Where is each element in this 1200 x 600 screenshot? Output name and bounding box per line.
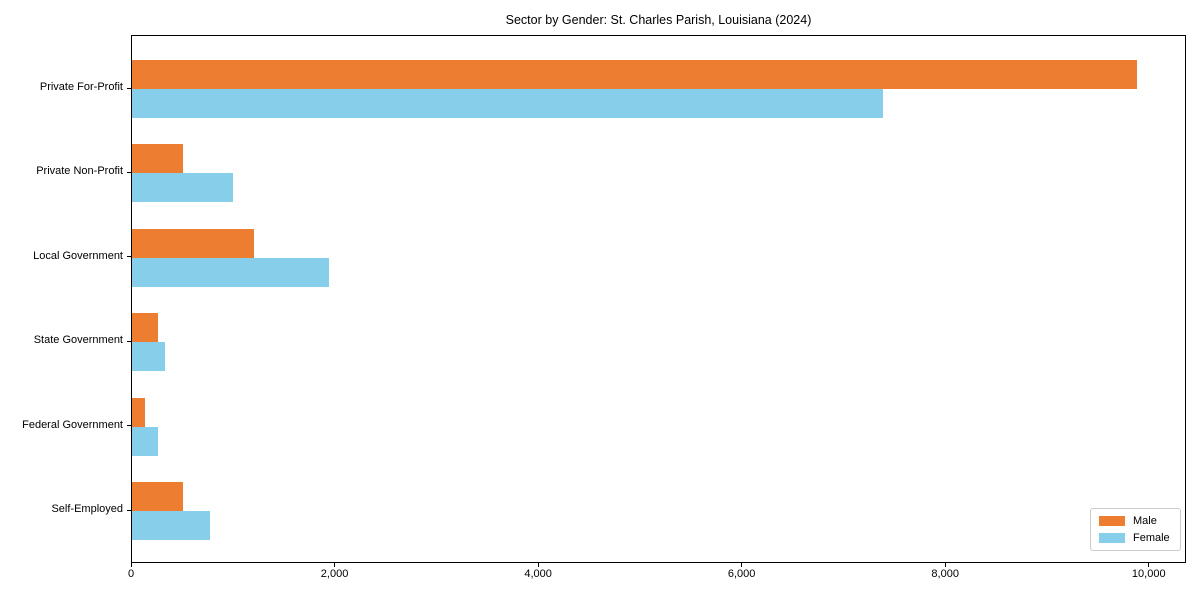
chart-title: Sector by Gender: St. Charles Parish, Lo… bbox=[505, 13, 812, 27]
legend-item-male: Male bbox=[1099, 515, 1170, 527]
y-tick-mark bbox=[127, 171, 131, 173]
legend-label: Male bbox=[1133, 515, 1157, 527]
bar-female-1 bbox=[132, 173, 233, 203]
bar-female-4 bbox=[132, 426, 158, 456]
x-tick-mark bbox=[1148, 563, 1150, 567]
y-tick-label: Self-Employed bbox=[51, 503, 123, 515]
y-tick-mark bbox=[127, 509, 131, 511]
legend: Male Female bbox=[1090, 508, 1181, 551]
x-tick-mark bbox=[130, 563, 132, 567]
x-tick-mark bbox=[944, 563, 946, 567]
x-tick-label: 8,000 bbox=[931, 568, 959, 580]
y-tick-mark bbox=[127, 425, 131, 427]
bar-male-5 bbox=[132, 482, 183, 511]
y-tick-label: Private For-Profit bbox=[39, 81, 123, 93]
y-tick-label: Federal Government bbox=[22, 418, 123, 431]
y-tick-mark bbox=[127, 87, 131, 89]
bar-female-0 bbox=[132, 89, 883, 118]
x-tick-label: 2,000 bbox=[320, 568, 349, 580]
x-tick-mark bbox=[741, 563, 743, 567]
plot-area bbox=[131, 35, 1186, 563]
x-tick-label: 6,000 bbox=[727, 568, 756, 580]
y-tick-mark bbox=[127, 340, 131, 342]
bar-female-2 bbox=[132, 257, 329, 287]
x-tick-label: 10,000 bbox=[1131, 568, 1166, 580]
y-tick-label: State Government bbox=[33, 334, 123, 347]
y-tick-mark bbox=[127, 256, 131, 258]
x-tick-label: 0 bbox=[127, 568, 135, 580]
bar-female-3 bbox=[132, 342, 165, 372]
x-tick-mark bbox=[334, 563, 336, 567]
bar-female-5 bbox=[132, 511, 210, 540]
bar-male-4 bbox=[132, 397, 145, 427]
bar-male-3 bbox=[132, 313, 158, 343]
legend-swatch-male bbox=[1099, 516, 1125, 526]
legend-label: Female bbox=[1133, 532, 1170, 544]
bar-male-2 bbox=[132, 228, 254, 258]
legend-swatch-female bbox=[1099, 533, 1125, 543]
bar-male-1 bbox=[132, 144, 183, 174]
y-tick-label: Private Non-Profit bbox=[36, 165, 123, 178]
legend-item-female: Female bbox=[1099, 532, 1170, 544]
x-tick-mark bbox=[537, 563, 539, 567]
x-tick-label: 4,000 bbox=[524, 568, 552, 580]
bar-male-0 bbox=[132, 60, 1137, 89]
y-tick-label: Local Government bbox=[33, 249, 123, 262]
